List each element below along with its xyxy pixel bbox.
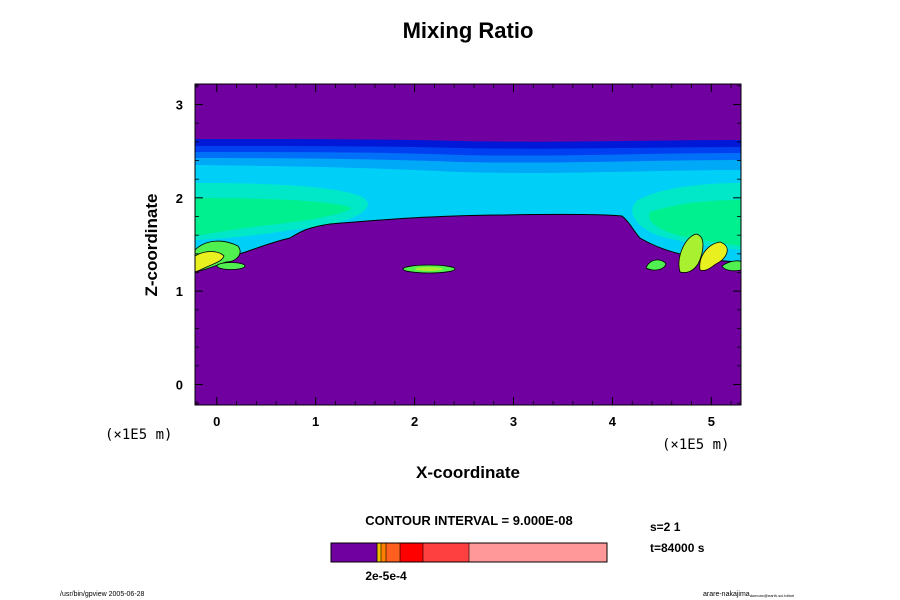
y-tick-label: 0 (176, 377, 183, 392)
colorbar (330, 542, 608, 563)
footer-right-main: arare-nakajima (703, 591, 750, 598)
contour-interval-label: CONTOUR INTERVAL = 9.000E-08 (365, 513, 572, 528)
blob-right-2 (678, 233, 704, 273)
footer-left: /usr/bin/gpview 2005-06-28 (60, 591, 145, 598)
x-unit-left: (×1E5 m) (105, 427, 172, 443)
footer-right-small: dumonc@earth.sci.tottori (750, 593, 795, 598)
x-tick-label: 0 (213, 414, 220, 429)
colorbar-seg-2 (377, 543, 381, 562)
colorbar-seg-4 (386, 543, 400, 562)
footer-right: arare-nakajimadumonc@earth.sci.tottori (703, 591, 794, 598)
x-axis-label: X-coordinate (416, 463, 520, 482)
colorbar-seg-5 (400, 543, 423, 562)
info-t: t=84000 s (650, 541, 705, 555)
y-tick-label: 1 (176, 284, 183, 299)
y-axis: 0 1 2 3 (176, 85, 741, 404)
colorbar-frame (330, 542, 608, 563)
plot-area (195, 84, 741, 405)
x-tick-label: 1 (312, 414, 319, 429)
x-tick-label: 3 (510, 414, 517, 429)
contour-dome (195, 213, 741, 405)
y-tick-label: 3 (176, 98, 183, 113)
contour-right-green-2 (649, 200, 741, 246)
x-tick-label: 5 (708, 414, 715, 429)
blob-right-4 (721, 260, 741, 272)
blob-center-inner (415, 267, 443, 271)
x-tick-label: 4 (609, 414, 617, 429)
colorbar-seg-6 (423, 543, 469, 562)
blob-left-small (216, 262, 246, 270)
y-axis-label: Z-coordinate (142, 194, 161, 297)
chart-title: Mixing Ratio (403, 18, 534, 43)
colorbar-seg-1 (331, 543, 377, 562)
blob-right-1 (645, 259, 667, 271)
blob-right-3 (699, 241, 728, 271)
x-tick-label: 2 (411, 414, 418, 429)
colorbar-seg-3 (381, 543, 386, 562)
colorbar-seg-7 (469, 543, 607, 562)
x-axis: 0 1 2 3 4 5 (196, 84, 732, 429)
plot-frame (194, 83, 742, 406)
x-unit-right: (×1E5 m) (662, 437, 729, 453)
contour-left-green-2 (195, 198, 352, 236)
y-tick-label: 2 (176, 191, 183, 206)
info-s: s=2 1 (650, 520, 681, 534)
colorbar-tick-label: 2e-5e-4 (365, 569, 407, 583)
blob-left-yellow (195, 251, 225, 273)
